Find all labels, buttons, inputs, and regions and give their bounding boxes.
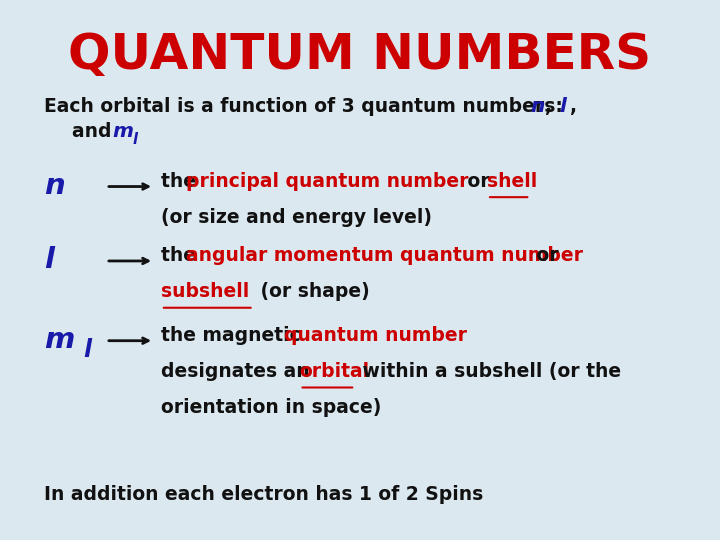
Text: orientation in space): orientation in space) [161, 398, 382, 417]
Text: shell: shell [487, 172, 537, 191]
Text: the magnetic: the magnetic [161, 326, 307, 345]
Text: the: the [161, 172, 202, 191]
Text: and: and [72, 122, 117, 141]
Text: (or size and energy level): (or size and energy level) [161, 208, 432, 227]
Text: the: the [161, 246, 202, 265]
Text: subshell: subshell [161, 282, 249, 301]
Text: quantum number: quantum number [284, 326, 467, 345]
Text: or: or [461, 172, 496, 191]
Text: QUANTUM NUMBERS: QUANTUM NUMBERS [68, 31, 652, 79]
Text: n: n [530, 97, 544, 116]
Text: l: l [132, 132, 137, 147]
Text: within a subshell (or the: within a subshell (or the [356, 362, 621, 381]
Text: (or shape): (or shape) [254, 282, 370, 301]
Text: orbital: orbital [300, 362, 369, 381]
Text: m: m [113, 122, 134, 141]
Text: Each orbital is a function of 3 quantum numbers:: Each orbital is a function of 3 quantum … [44, 97, 570, 116]
Text: ,: , [545, 97, 559, 116]
Text: angular momentum quantum number: angular momentum quantum number [186, 246, 583, 265]
Text: n: n [44, 172, 65, 200]
Text: designates an: designates an [161, 362, 316, 381]
Text: principal quantum number: principal quantum number [186, 172, 469, 191]
Text: m: m [44, 326, 75, 354]
Text: or: or [530, 246, 559, 265]
Text: ,: , [570, 97, 577, 116]
Text: l: l [559, 97, 566, 116]
Text: In addition each electron has 1 of 2 Spins: In addition each electron has 1 of 2 Spi… [44, 485, 483, 504]
Text: l: l [44, 246, 54, 274]
Text: l: l [84, 338, 91, 361]
